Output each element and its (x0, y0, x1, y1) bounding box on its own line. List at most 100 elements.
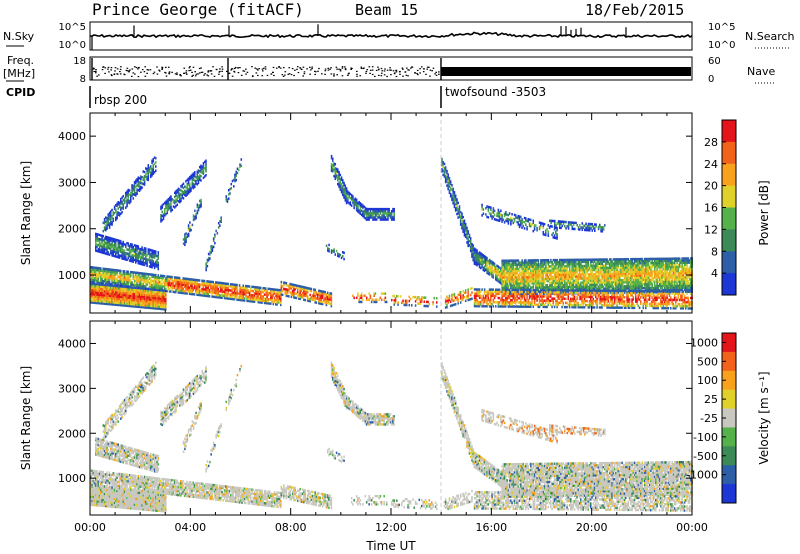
data-cell (146, 178, 148, 181)
data-cell (105, 220, 107, 224)
freq-point (341, 66, 344, 68)
data-cell (123, 276, 126, 279)
data-cell (130, 198, 132, 201)
freq-point (134, 73, 136, 75)
data-cell (101, 287, 103, 291)
data-cell (90, 301, 92, 304)
freq-point (174, 73, 177, 75)
data-cell (133, 279, 136, 283)
data-cell (128, 288, 131, 291)
freq-point (123, 73, 126, 76)
data-cell (145, 304, 147, 307)
data-cell (380, 210, 383, 213)
data-cell (142, 284, 145, 288)
data-cell (247, 285, 250, 288)
data-cell (522, 290, 525, 293)
data-cell (241, 290, 243, 294)
data-cell (101, 296, 103, 299)
data-cell (384, 216, 387, 219)
data-cell (482, 262, 485, 265)
data-cell (201, 289, 203, 293)
data-cell (92, 299, 95, 302)
data-cell (507, 276, 510, 279)
data-cell (151, 285, 153, 289)
data-cell (118, 201, 121, 205)
data-cell (480, 256, 482, 259)
data-cell (521, 278, 523, 281)
data-cell (153, 250, 156, 253)
data-cell (115, 295, 117, 298)
data-cell (175, 290, 177, 294)
data-cell (266, 291, 268, 295)
data-cell (238, 292, 241, 295)
data-cell (157, 282, 160, 285)
data-cell (189, 188, 191, 192)
data-cell (152, 262, 155, 265)
data-cell (485, 268, 487, 271)
data-cell (106, 286, 108, 289)
data-cell (202, 283, 205, 287)
data-cell (502, 269, 505, 273)
data-cell (293, 287, 295, 291)
data-cell (522, 284, 525, 287)
data-cell (166, 199, 169, 202)
freq-point (239, 67, 241, 69)
data-cell (512, 267, 515, 271)
data-cell (216, 291, 218, 295)
freq-point (288, 67, 291, 69)
data-cell (143, 249, 146, 252)
data-cell (103, 269, 106, 273)
data-cell (128, 304, 131, 308)
data-cell (241, 294, 243, 298)
data-cell (255, 296, 257, 299)
data-cell (337, 168, 339, 171)
nave-right-tick-top: 60 (708, 56, 721, 67)
data-cell (471, 249, 473, 252)
data-cell (469, 243, 472, 246)
data-cell (216, 287, 218, 291)
data-cell (130, 255, 132, 258)
data-cell (342, 187, 344, 190)
data-cell (456, 204, 458, 207)
data-cell (212, 237, 215, 240)
data-cell (221, 286, 223, 289)
data-cell (143, 295, 146, 299)
data-cell (248, 293, 251, 297)
data-cell (146, 306, 148, 309)
data-cell (222, 282, 225, 285)
freq-point (405, 67, 408, 69)
data-cell (466, 230, 468, 234)
data-cell (528, 290, 531, 293)
data-cell (365, 207, 368, 211)
data-cell (135, 294, 137, 298)
data-cell (122, 284, 125, 287)
data-cell (146, 304, 148, 307)
data-cell (112, 219, 115, 223)
data-cell (221, 294, 223, 297)
data-cell (453, 205, 456, 209)
data-cell (166, 283, 168, 287)
data-cell (225, 294, 227, 298)
data-cell (232, 293, 235, 297)
data-cell (140, 282, 142, 285)
data-cell (112, 297, 115, 300)
data-cell (113, 293, 116, 296)
data-cell (453, 203, 456, 207)
data-cell (227, 293, 230, 296)
freq-point (378, 74, 380, 77)
data-cell (126, 241, 128, 245)
data-cell (111, 250, 113, 253)
data-cell (138, 291, 141, 294)
data-cell (101, 249, 103, 252)
data-cell (189, 227, 191, 231)
data-cell (116, 295, 118, 298)
freq-point (428, 66, 430, 68)
data-cell (233, 178, 235, 182)
data-cell (467, 240, 469, 243)
data-cell (111, 301, 113, 304)
data-cell (182, 192, 185, 196)
data-cell (175, 284, 177, 288)
data-cell (280, 287, 283, 290)
data-cell (152, 253, 155, 257)
data-cell (148, 273, 151, 276)
